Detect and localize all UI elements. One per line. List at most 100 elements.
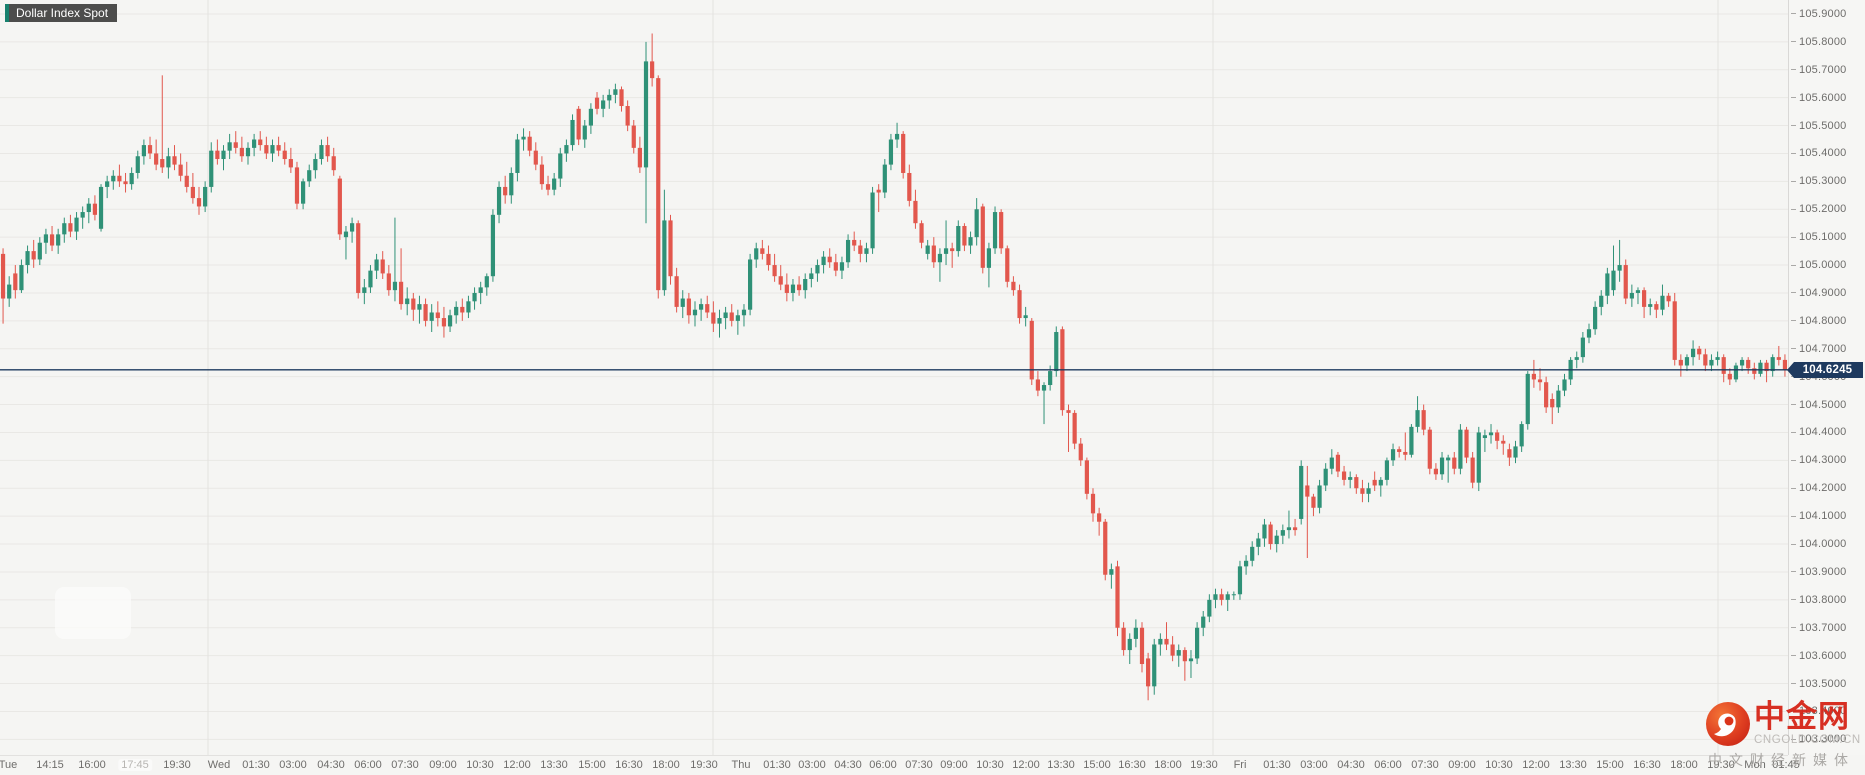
time-axis-label: 06:00 [869,759,897,771]
candle-body [98,186,104,229]
candle-body [1121,627,1126,651]
candle-body [196,198,202,207]
time-axis-label: 10:30 [976,759,1004,771]
candle-body [1697,348,1702,355]
candle-body [1690,348,1696,358]
candle-body [1366,488,1371,494]
candle-body [766,253,771,266]
candle-body [1103,521,1108,575]
candle-body [56,234,61,246]
candle-body [1397,449,1402,452]
candle-body [362,287,367,293]
axis-tick [1791,264,1796,266]
time-axis-label: 07:30 [391,759,419,771]
candle-body [405,298,410,305]
candle-body [803,279,808,291]
candle-body [1562,379,1567,391]
candle-body [772,265,777,277]
time-axis[interactable]: Tue 14:15 16:00 17:45 19:30 Wed 01:30 03:00 04:3… [0,755,1800,775]
candle-body [1213,594,1218,600]
candle-body [1017,290,1022,319]
candle-body [221,150,226,160]
candle-body [558,153,563,179]
candle-body [184,175,189,187]
candle-body [1146,658,1151,687]
candle-body [680,298,685,307]
price-axis-label: 105.3000 [1789,175,1865,187]
candle-body [613,89,618,95]
candle-body [980,206,985,268]
candle-body [1776,357,1781,360]
candle-body [699,304,704,310]
time-axis-label: 04:30 [317,759,345,771]
candle-body [1268,524,1273,545]
price-axis-label: 103.8000 [1789,594,1865,606]
candle-body [735,315,740,321]
candle-body [1672,301,1677,360]
axis-tick [1791,431,1796,433]
candle-body [1048,371,1053,386]
candle-body [686,298,691,316]
candle-body [392,281,398,291]
candle-body [1078,443,1083,461]
candle-body [521,136,526,140]
time-axis-label: 16:30 [615,759,643,771]
price-axis-label: 105.9000 [1789,8,1865,20]
candle-body [1299,465,1304,519]
candle-body [1770,357,1775,372]
candle-body [1439,457,1445,475]
candle-body [919,223,924,243]
candle-body [43,234,49,243]
candle-body [37,242,42,260]
candle-body [1507,449,1512,458]
candle-body [1317,485,1322,508]
axis-tick [1791,320,1796,322]
candle-body [576,108,581,140]
candle-body [478,287,483,293]
brand-watermark: 中金网 CNGOLD.COM.CN 中文财经新媒体 [1706,701,1860,768]
price-axis-label: 103.3000 [1789,733,1865,745]
candle-body [1611,270,1616,291]
candle-body [166,156,171,168]
candlestick-chart-canvas[interactable] [0,0,1788,755]
candle-body [135,156,140,173]
candle-body [790,284,796,293]
candle-body [74,217,79,232]
candle-body [209,150,214,187]
candle-body [631,125,636,148]
candle-body [1678,359,1683,366]
candle-body [429,312,434,321]
candle-body [545,184,551,190]
price-axis-label: 105.8000 [1789,36,1865,48]
candle-body [950,248,955,252]
candle-body [1097,513,1102,522]
candle-body [1660,295,1665,310]
time-axis-label: 19:30 [163,759,191,771]
candle-body [203,186,208,207]
candle-body [423,304,428,321]
candle-body [796,284,802,291]
candle-body [1041,385,1047,391]
symbol-badge[interactable]: Dollar Index Spot [5,4,118,22]
candle-body [1519,424,1524,447]
candle-body [784,284,789,293]
candle-body [7,284,12,299]
candle-body [876,189,881,193]
candle-body [417,304,422,310]
candle-body [1501,440,1506,444]
time-axis-label: Thu [731,759,751,771]
candle-body [343,231,349,238]
price-axis-label: 103.6000 [1789,650,1865,662]
candle-body [1182,650,1187,662]
time-axis-label: 16:30 [1118,759,1146,771]
candle-body [1262,524,1267,539]
price-axis-label: 105.2000 [1789,203,1865,215]
candle-body [533,150,538,165]
candle-body [1231,594,1236,596]
candle-body [1599,295,1604,307]
candle-body [264,145,269,154]
axis-tick [1791,627,1796,629]
candle-body [1666,295,1671,302]
brand-domain: CNGOLD.COM.CN [1754,734,1861,746]
price-axis-label: 105.6000 [1789,92,1865,104]
